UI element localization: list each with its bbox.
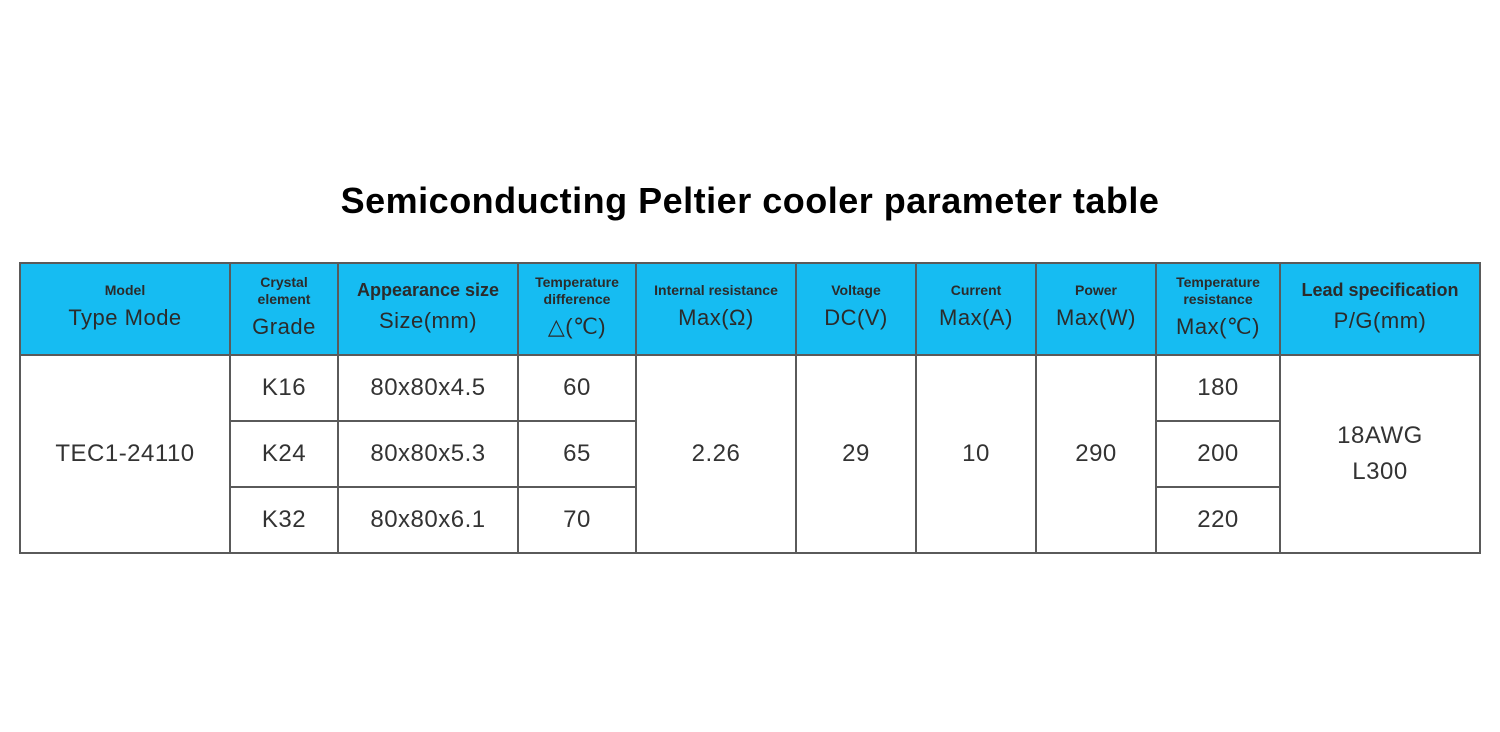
cell-grade: K32 <box>230 487 338 553</box>
col-temp-res-big: Max(℃) <box>1163 314 1273 340</box>
col-power: Power Max(W) <box>1036 263 1156 355</box>
col-lead-big: P/G(mm) <box>1287 308 1473 334</box>
cell-delta-t: 60 <box>518 355 636 421</box>
col-grade-small: Crystal element <box>237 274 331 308</box>
cell-delta-t: 65 <box>518 421 636 487</box>
col-resistance: Internal resistance Max(Ω) <box>636 263 796 355</box>
page-title: Semiconducting Peltier cooler parameter … <box>0 180 1500 222</box>
cell-delta-t: 70 <box>518 487 636 553</box>
col-temp-res: Temperature resistance Max(℃) <box>1156 263 1280 355</box>
col-grade-big: Grade <box>237 314 331 340</box>
cell-lead: 18AWG L300 <box>1280 355 1480 553</box>
cell-size: 80x80x5.3 <box>338 421 518 487</box>
cell-grade: K24 <box>230 421 338 487</box>
col-temp-res-small: Temperature resistance <box>1163 274 1273 308</box>
col-grade: Crystal element Grade <box>230 263 338 355</box>
cell-temp-res: 200 <box>1156 421 1280 487</box>
col-size: Appearance size Size(mm) <box>338 263 518 355</box>
col-resistance-big: Max(Ω) <box>643 305 789 331</box>
col-lead-small: Lead specification <box>1287 280 1473 302</box>
col-resistance-small: Internal resistance <box>643 282 789 299</box>
cell-lead-line1: 18AWG <box>1337 422 1423 449</box>
col-current: Current Max(A) <box>916 263 1036 355</box>
cell-resistance: 2.26 <box>636 355 796 553</box>
cell-lead-line2: L300 <box>1352 458 1407 485</box>
cell-grade: K16 <box>230 355 338 421</box>
parameter-table: Model Type Mode Crystal element Grade Ap… <box>19 262 1481 554</box>
col-lead: Lead specification P/G(mm) <box>1280 263 1480 355</box>
cell-size: 80x80x6.1 <box>338 487 518 553</box>
cell-temp-res: 180 <box>1156 355 1280 421</box>
col-power-big: Max(W) <box>1043 305 1149 331</box>
col-delta-t-big: △(℃) <box>525 314 629 340</box>
cell-size: 80x80x4.5 <box>338 355 518 421</box>
col-model-big: Type Mode <box>27 305 223 331</box>
col-delta-t-small: Temperature difference <box>525 274 629 308</box>
col-voltage-small: Voltage <box>803 282 909 299</box>
col-voltage-big: DC(V) <box>803 305 909 331</box>
cell-temp-res: 220 <box>1156 487 1280 553</box>
col-model-small: Model <box>27 282 223 299</box>
col-size-big: Size(mm) <box>345 308 511 334</box>
col-delta-t: Temperature difference △(℃) <box>518 263 636 355</box>
table-row: TEC1-24110 K16 80x80x4.5 60 2.26 29 10 2… <box>20 355 1480 421</box>
col-current-big: Max(A) <box>923 305 1029 331</box>
cell-model: TEC1-24110 <box>20 355 230 553</box>
table-header-row: Model Type Mode Crystal element Grade Ap… <box>20 263 1480 355</box>
cell-voltage: 29 <box>796 355 916 553</box>
col-model: Model Type Mode <box>20 263 230 355</box>
col-current-small: Current <box>923 282 1029 299</box>
col-size-small: Appearance size <box>345 280 511 302</box>
col-voltage: Voltage DC(V) <box>796 263 916 355</box>
cell-current: 10 <box>916 355 1036 553</box>
cell-power: 290 <box>1036 355 1156 553</box>
col-power-small: Power <box>1043 282 1149 299</box>
